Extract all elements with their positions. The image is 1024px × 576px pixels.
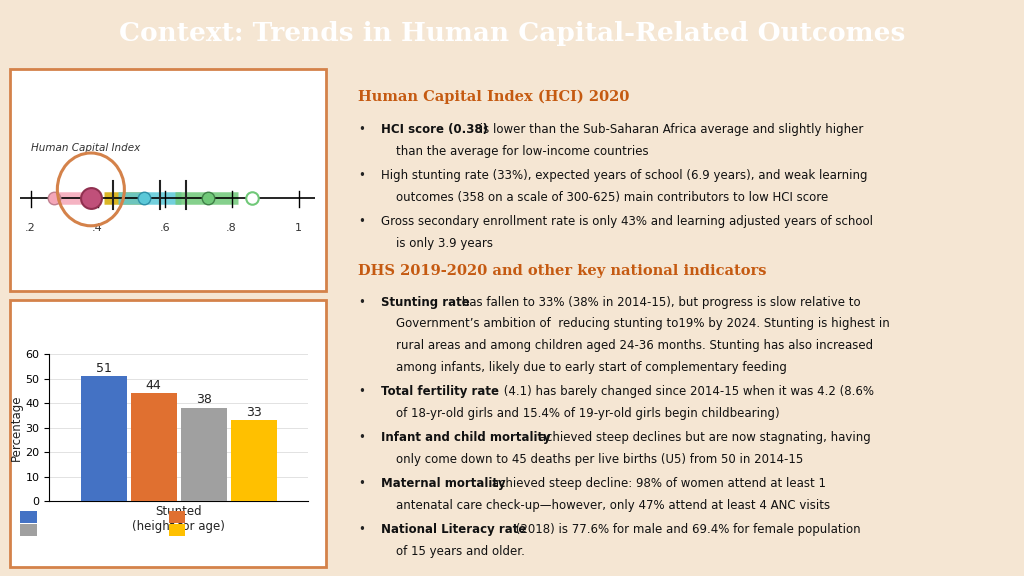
Text: achieved steep declines but are now stagnating, having: achieved steep declines but are now stag…: [536, 431, 871, 444]
Bar: [131, 393, 177, 501]
Text: Government’s ambition of  reducing stunting to19% by 2024. Stunting is highest i: Government’s ambition of reducing stunti…: [381, 317, 890, 331]
Text: of 18-yr-old girls and 15.4% of 19-yr-old girls begin childbearing): of 18-yr-old girls and 15.4% of 19-yr-ol…: [381, 407, 779, 420]
Text: has fallen to 33% (38% in 2014-15), but progress is slow relative to: has fallen to 33% (38% in 2014-15), but …: [458, 295, 861, 309]
Text: than the average for low-income countries: than the average for low-income countrie…: [381, 145, 648, 158]
Text: National Literacy rate: National Literacy rate: [381, 523, 526, 536]
Text: 51: 51: [96, 362, 112, 374]
Text: Context: Trends in Human Capital-Related Outcomes: Context: Trends in Human Capital-Related…: [119, 21, 905, 46]
Text: •: •: [358, 523, 366, 536]
Text: Gross secondary enrollment rate is only 43% and learning adjusted years of schoo: Gross secondary enrollment rate is only …: [381, 215, 872, 228]
Text: outcomes (358 on a scale of 300-625) main contributors to low HCI score: outcomes (358 on a scale of 300-625) mai…: [381, 191, 828, 203]
Text: .2: .2: [26, 223, 36, 233]
Text: rural areas and among children aged 24-36 months. Stunting has also increased: rural areas and among children aged 24-3…: [381, 339, 873, 353]
Text: (2018) is 77.6% for male and 69.4% for female population: (2018) is 77.6% for male and 69.4% for f…: [512, 523, 860, 536]
Text: •: •: [358, 169, 366, 181]
Text: DHS 2019-2020 and other key national indicators: DHS 2019-2020 and other key national ind…: [358, 264, 767, 278]
Text: Human Capital Index (HCI) 2020: Human Capital Index (HCI) 2020: [358, 89, 630, 104]
Text: HCI score (0.38): HCI score (0.38): [381, 123, 487, 136]
Text: among infants, likely due to early start of complementary feeding: among infants, likely due to early start…: [381, 361, 786, 374]
Text: is only 3.9 years: is only 3.9 years: [381, 237, 493, 249]
Text: 2010 DHS: 2010 DHS: [188, 512, 238, 522]
Text: antenatal care check-up—however, only 47% attend at least 4 ANC visits: antenatal care check-up—however, only 47…: [381, 499, 830, 512]
Text: Stunting rate: Stunting rate: [381, 295, 470, 309]
Text: Total fertility rate: Total fertility rate: [381, 385, 499, 398]
Text: 2005 DHS: 2005 DHS: [40, 512, 89, 522]
Text: .8: .8: [226, 223, 237, 233]
Text: •: •: [358, 478, 366, 490]
Text: Maternal mortality: Maternal mortality: [381, 478, 506, 490]
Bar: [81, 376, 127, 501]
Bar: [180, 408, 226, 501]
Text: Human Capital Index: Human Capital Index: [31, 143, 140, 153]
Text: Infant and child mortality: Infant and child mortality: [381, 431, 551, 444]
Text: •: •: [358, 385, 366, 398]
Text: High stunting rate (33%), expected years of school (6.9 years), and weak learnin: High stunting rate (33%), expected years…: [381, 169, 867, 181]
Text: 2014/15 DHS: 2014/15 DHS: [40, 525, 104, 535]
Text: 33: 33: [246, 406, 261, 419]
Text: •: •: [358, 431, 366, 444]
Bar: [230, 420, 276, 501]
Text: •: •: [358, 123, 366, 136]
Text: achieved steep decline: 98% of women attend at least 1: achieved steep decline: 98% of women att…: [487, 478, 825, 490]
Text: is lower than the Sub-Saharan Africa average and slightly higher: is lower than the Sub-Saharan Africa ave…: [476, 123, 863, 136]
Text: 1: 1: [295, 223, 302, 233]
Text: 44: 44: [145, 378, 162, 392]
Text: .4: .4: [92, 223, 103, 233]
Y-axis label: Percentage: Percentage: [9, 395, 23, 461]
Text: 38: 38: [196, 393, 212, 407]
Text: 2019/20 (DHS: 2019/20 (DHS: [188, 525, 257, 535]
Text: •: •: [358, 295, 366, 309]
Text: .6: .6: [160, 223, 170, 233]
Text: (4.1) has barely changed since 2014-15 when it was 4.2 (8.6%: (4.1) has barely changed since 2014-15 w…: [500, 385, 873, 398]
Text: only come down to 45 deaths per live births (U5) from 50 in 2014-15: only come down to 45 deaths per live bir…: [381, 453, 803, 466]
Text: of 15 years and older.: of 15 years and older.: [381, 545, 525, 558]
Text: •: •: [358, 215, 366, 228]
